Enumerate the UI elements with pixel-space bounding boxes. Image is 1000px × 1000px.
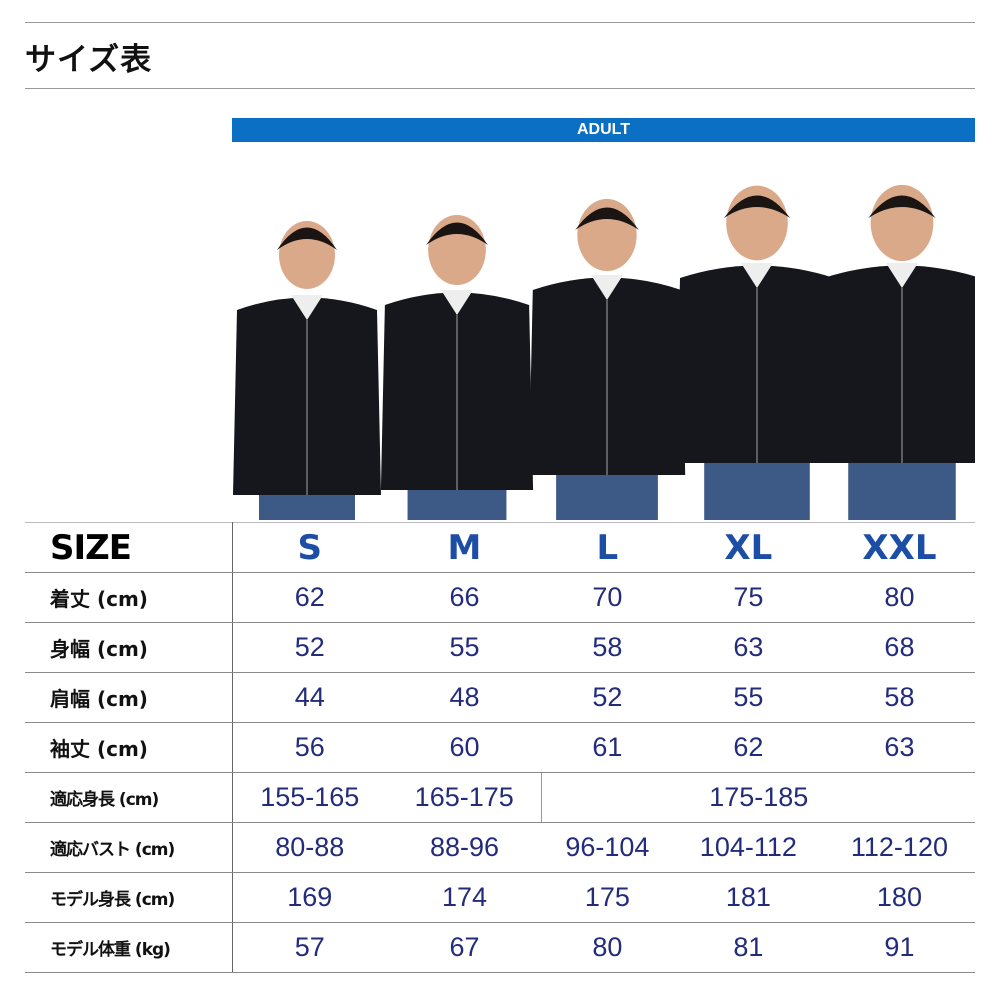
cell: 57 — [232, 922, 387, 973]
cell: 60 — [386, 722, 542, 773]
cell: 180 — [823, 872, 975, 923]
size-m: M — [386, 522, 542, 573]
size-xl: XL — [672, 522, 824, 573]
size-xxl: XXL — [823, 522, 975, 573]
cell: 96-104 — [541, 822, 673, 873]
cell: 63 — [672, 622, 824, 673]
table-row: 袖丈 (cm) 56 60 61 62 63 — [25, 722, 975, 773]
hair — [724, 195, 790, 218]
jeans — [848, 463, 956, 520]
size-s: S — [232, 522, 387, 573]
cell: 48 — [386, 672, 542, 723]
cell: 62 — [672, 722, 824, 773]
row-label: 身幅 (cm) — [25, 622, 233, 673]
tshirt — [741, 263, 773, 288]
size-l: L — [541, 522, 673, 573]
row-label: 着丈 (cm) — [25, 572, 233, 623]
cell: 68 — [823, 622, 975, 673]
top-rule — [25, 22, 975, 23]
cell: 58 — [823, 672, 975, 723]
cell: 169 — [232, 872, 387, 923]
cell: 175 — [541, 872, 673, 923]
table-header-row: SIZE S M L XL XXL — [25, 522, 975, 573]
cell: 155-165 — [232, 772, 387, 823]
cell: 174 — [386, 872, 542, 923]
row-label: 適応身長 (cm) — [25, 772, 233, 823]
cell: 80-88 — [232, 822, 387, 873]
tshirt — [591, 275, 623, 300]
cell: 181 — [672, 872, 824, 923]
tshirt — [441, 290, 473, 315]
cell: 66 — [386, 572, 542, 623]
hair — [277, 227, 337, 250]
hoodie — [819, 265, 975, 463]
row-label: モデル体重 (kg) — [25, 922, 233, 973]
row-label: 肩幅 (cm) — [25, 672, 233, 723]
cell: 80 — [823, 572, 975, 623]
models-photo — [233, 184, 975, 520]
table-row: 適応身長 (cm) 155-165 165-175 175-185 — [25, 772, 975, 823]
row-label: モデル身長 (cm) — [25, 872, 233, 923]
table-row: 適応バスト (cm) 80-88 88-96 96-104 104-112 112-120 — [25, 822, 975, 873]
cell: 112-120 — [823, 822, 975, 873]
jeans — [556, 475, 658, 520]
cell: 63 — [823, 722, 975, 773]
cell: 55 — [386, 622, 542, 673]
cell: 52 — [232, 622, 387, 673]
table-row: 肩幅 (cm) 44 48 52 55 58 — [25, 672, 975, 723]
cell: 67 — [386, 922, 542, 973]
title-rule — [25, 88, 975, 89]
cell: 91 — [823, 922, 975, 973]
cell: 104-112 — [672, 822, 824, 873]
cell: 56 — [232, 722, 387, 773]
table-row: モデル体重 (kg) 57 67 80 81 91 — [25, 922, 975, 973]
cell-merged: 175-185 — [541, 772, 975, 823]
jeans — [259, 495, 355, 520]
row-label: 袖丈 (cm) — [25, 722, 233, 773]
table-row: モデル身長 (cm) 169 174 175 181 180 — [25, 872, 975, 923]
cell: 62 — [232, 572, 387, 623]
cell: 61 — [541, 722, 673, 773]
cell: 70 — [541, 572, 673, 623]
cell: 88-96 — [386, 822, 542, 873]
cell: 58 — [541, 622, 673, 673]
table-row: 身幅 (cm) 52 55 58 63 68 — [25, 622, 975, 673]
cell: 44 — [232, 672, 387, 723]
size-table: SIZE S M L XL XXL 着丈 (cm) 62 66 70 75 80 身幅 (… — [25, 522, 975, 973]
size-header-label: SIZE — [25, 522, 233, 573]
row-label: 適応バスト (cm) — [25, 822, 233, 873]
cell: 165-175 — [386, 772, 543, 823]
jeans — [407, 490, 507, 520]
table-row: 着丈 (cm) 62 66 70 75 80 — [25, 572, 975, 623]
cell: 75 — [672, 572, 824, 623]
jeans — [704, 463, 810, 520]
hair — [868, 195, 936, 218]
page-title: サイズ表 — [25, 42, 153, 78]
cell: 52 — [541, 672, 673, 723]
cell: 80 — [541, 922, 673, 973]
cell: 55 — [672, 672, 824, 723]
tshirt — [291, 295, 323, 320]
cell: 81 — [672, 922, 824, 973]
hair — [575, 207, 639, 230]
adult-band: ADULT — [232, 118, 975, 142]
tshirt — [886, 263, 918, 288]
hair — [426, 222, 488, 245]
